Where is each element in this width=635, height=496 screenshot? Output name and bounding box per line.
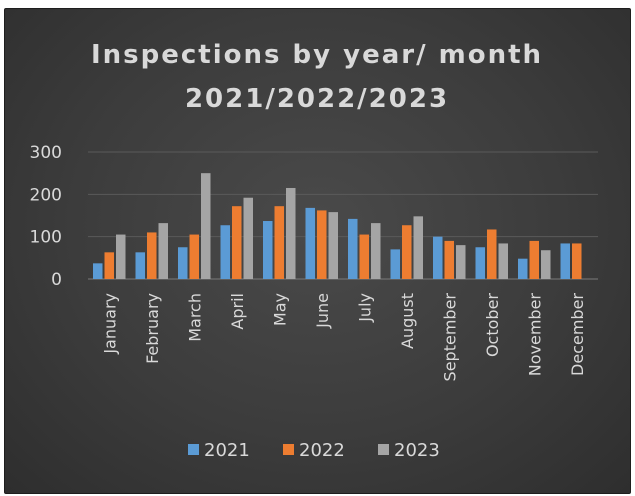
bar-2021-april [220, 225, 230, 279]
bars [93, 173, 582, 279]
bar-2023-march [201, 173, 211, 279]
bar-2023-october [498, 243, 508, 279]
y-axis-ticks: 0 100 200 300 [30, 143, 62, 290]
bar-2021-november [518, 258, 528, 279]
legend-label-2023: 2023 [394, 440, 440, 461]
y-tick-label: 100 [30, 228, 62, 248]
bar-2023-february [158, 223, 168, 279]
bar-2022-may [274, 206, 284, 279]
bar-2021-august [390, 249, 400, 279]
y-tick-label: 200 [30, 185, 62, 205]
bar-2021-february [135, 252, 145, 279]
bar-2022-november [529, 240, 539, 279]
bar-2023-july [371, 223, 381, 279]
bar-2022-september [444, 240, 454, 279]
bar-2022-july [359, 234, 369, 279]
bar-2021-march [178, 247, 188, 279]
x-tick-label: October [483, 293, 502, 357]
gridlines [88, 151, 598, 280]
bar-2022-february [147, 232, 157, 279]
bar-2023-november [541, 250, 551, 279]
bar-2022-december [572, 243, 582, 279]
bar-2023-january [116, 234, 126, 279]
bar-2023-april [243, 197, 253, 279]
bar-2021-january [93, 263, 103, 279]
x-axis-ticks: January February March April May June July Augu… [100, 293, 587, 382]
legend: 2021 2022 2023 [188, 440, 440, 461]
bar-2023-may [286, 187, 296, 279]
legend-swatch-2022 [283, 444, 294, 455]
x-tick-label: November [525, 293, 544, 377]
bar-2021-june [305, 207, 315, 279]
bar-2021-september [433, 236, 443, 279]
y-tick-label: 0 [51, 270, 62, 290]
x-tick-label: January [100, 293, 119, 355]
bar-2023-september [456, 245, 466, 279]
legend-label-2022: 2022 [299, 440, 345, 461]
legend-label-2021: 2021 [204, 440, 250, 461]
bar-2022-march [189, 234, 199, 279]
x-tick-label: December [568, 293, 587, 376]
bar-2021-may [263, 221, 273, 279]
bar-2022-august [402, 225, 412, 279]
x-tick-label: July [355, 293, 374, 323]
legend-swatch-2021 [188, 444, 199, 455]
chart-title-line-1: Inspections by year/ month [91, 40, 543, 70]
bar-2023-august [413, 216, 423, 279]
x-tick-label: September [440, 293, 459, 382]
x-tick-label: February [143, 293, 162, 364]
bar-2021-october [475, 247, 485, 279]
x-tick-label: June [313, 293, 332, 329]
x-tick-label: March [185, 293, 204, 342]
bar-2022-october [487, 229, 497, 279]
y-tick-label: 300 [30, 143, 62, 163]
bar-2023-june [328, 212, 338, 279]
x-tick-label: May [270, 293, 289, 326]
bar-2022-june [317, 210, 327, 279]
x-tick-label: August [398, 293, 417, 349]
bar-2021-july [348, 218, 358, 279]
bar-2021-december [560, 243, 570, 279]
x-tick-label: April [228, 293, 247, 330]
bar-2022-january [104, 252, 114, 279]
legend-swatch-2023 [378, 444, 389, 455]
chart-title-line-2: 2021/2022/2023 [185, 84, 449, 114]
bar-2022-april [232, 206, 242, 279]
